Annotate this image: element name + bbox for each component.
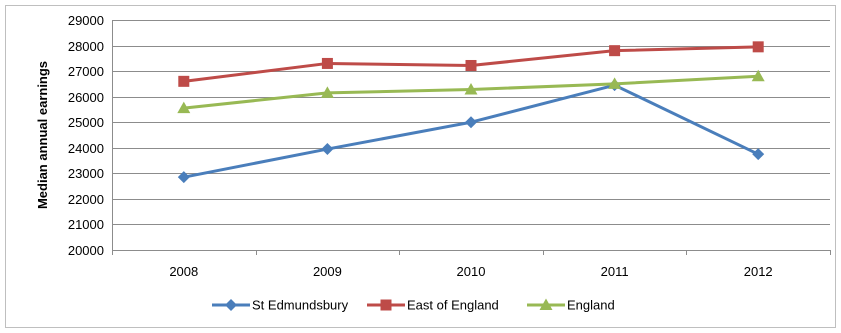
x-tick-label: 2012: [744, 264, 773, 279]
y-axis-label: Median annual earnings: [35, 61, 50, 209]
data-point-east-of-england: [752, 41, 764, 53]
y-tick-label: 24000: [68, 141, 104, 156]
data-point-england: [751, 69, 765, 82]
x-tick-label: 2010: [457, 264, 486, 279]
data-point-england: [608, 77, 622, 89]
data-point-east-of-england: [321, 57, 333, 69]
data-point-east-of-england: [465, 59, 477, 71]
y-tick-label: 29000: [68, 13, 104, 28]
legend-marker-st-edmundsbury: [225, 299, 237, 311]
x-tick-label: 2008: [169, 264, 198, 279]
y-tick-label: 25000: [68, 115, 104, 130]
x-tick-label: 2011: [601, 264, 629, 279]
y-tick-label: 23000: [68, 166, 104, 181]
data-point-st-edmundsbury: [177, 171, 190, 184]
y-tick-label: 21000: [68, 217, 104, 232]
x-tick-label: 2009: [313, 264, 342, 279]
series-layer: [177, 41, 765, 184]
chart-border: [5, 5, 836, 328]
data-point-east-of-england: [178, 75, 190, 87]
data-point-east-of-england: [609, 45, 621, 57]
legend-label-east-of-england: East of England: [407, 298, 499, 313]
y-tick-label: 20000: [68, 243, 104, 258]
legend-label-st-edmundsbury: St Edmundsbury: [252, 298, 349, 313]
legend-marker-east-of-england: [380, 299, 392, 311]
data-point-england: [464, 83, 478, 95]
data-point-st-edmundsbury: [321, 143, 334, 156]
axes: 20000 21000 22000 23000 24000 25000 26000 27000…: [68, 13, 831, 279]
data-point-england: [320, 86, 334, 98]
legend: St Edmundsbury East of England England: [212, 298, 615, 313]
legend-label-england: England: [567, 298, 615, 313]
y-tick-label: 27000: [68, 64, 104, 79]
data-point-st-edmundsbury: [465, 116, 477, 129]
y-tick-label: 28000: [68, 39, 104, 54]
y-tick-label: 22000: [68, 192, 104, 207]
y-tick-label: 26000: [68, 90, 104, 105]
data-point-england: [177, 101, 191, 114]
legend-marker-england: [539, 298, 553, 310]
data-point-st-edmundsbury: [752, 148, 765, 161]
